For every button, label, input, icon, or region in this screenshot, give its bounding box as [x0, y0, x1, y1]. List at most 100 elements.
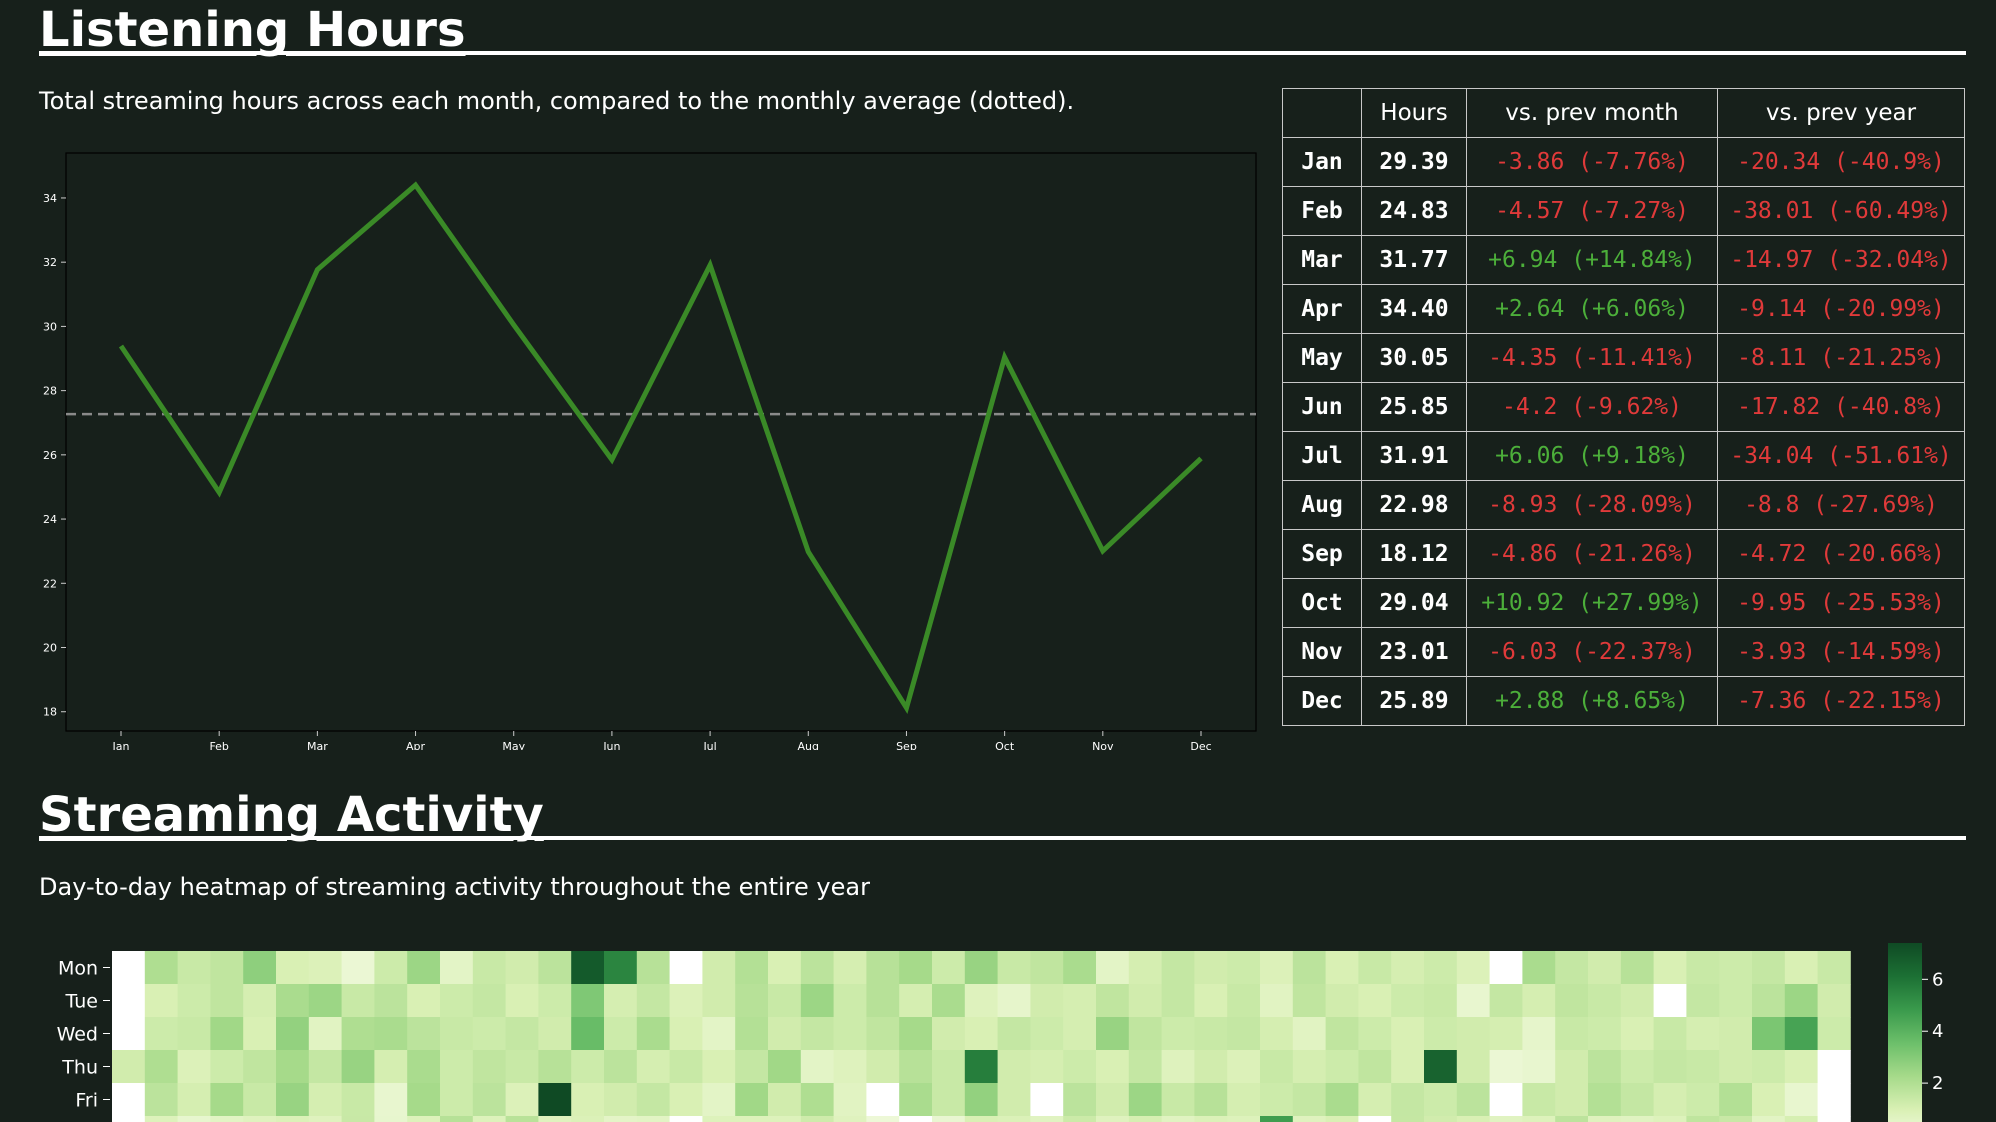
heatmap-cell [702, 951, 736, 985]
heatmap-cell [112, 1083, 146, 1117]
heatmap-cell [144, 1083, 178, 1117]
month-cell: Oct [1282, 578, 1362, 628]
heatmap-cell [177, 984, 211, 1018]
heatmap-cell [1817, 1083, 1851, 1117]
hours-cell: 22.98 [1361, 480, 1467, 530]
heatmap-cell [1686, 1083, 1720, 1117]
heatmap-cell [440, 1017, 474, 1051]
heatmap-cell [243, 1050, 277, 1084]
header-vs-prev-month: vs. prev month [1466, 88, 1718, 138]
heatmap-cell [1358, 1050, 1392, 1084]
heatmap-cell [1522, 1050, 1556, 1084]
heatmap-cell [899, 984, 933, 1018]
heatmap-cell [1358, 951, 1392, 985]
heatmap-cell [1817, 1116, 1851, 1122]
colorbar-tick-label: 4 [1932, 1021, 1943, 1042]
heatmap-cell [669, 984, 703, 1018]
heatmap-cell [144, 1017, 178, 1051]
heatmap-cell [210, 1050, 244, 1084]
heatmap-cell [1588, 1017, 1622, 1051]
heatmap-cell [243, 1017, 277, 1051]
month-cell: Apr [1282, 284, 1362, 334]
heatmap-cell [1784, 984, 1818, 1018]
heatmap-cell [1620, 1050, 1654, 1084]
heatmap-cell [735, 1050, 769, 1084]
heatmap-cell [1653, 951, 1687, 985]
heatmap-cell [472, 951, 506, 985]
heatmap-cell [144, 1050, 178, 1084]
hours-series-line [118, 181, 1203, 715]
heatmap-cell [997, 1017, 1031, 1051]
plot-frame [65, 152, 1257, 732]
heatmap-cell [997, 951, 1031, 985]
heatmap-cell [833, 1083, 867, 1117]
heatmap-cell [440, 951, 474, 985]
heatmap-cell [1653, 1083, 1687, 1117]
heatmap-cell [768, 1017, 802, 1051]
heatmap-cell [964, 1050, 998, 1084]
heatmap-cell [1161, 951, 1195, 985]
heatmap-cell [636, 951, 670, 985]
heatmap-cell [1719, 1017, 1753, 1051]
heatmap-cell [702, 984, 736, 1018]
heatmap-cell [1653, 1017, 1687, 1051]
heatmap-cell [899, 1050, 933, 1084]
x-tick-label: Nov [1092, 740, 1114, 750]
heatmap-cell [1456, 984, 1490, 1018]
heatmap-cell [407, 1017, 441, 1051]
heatmap-cell [341, 1083, 375, 1117]
heatmap-cell [243, 984, 277, 1018]
heatmap-cell [1260, 951, 1294, 985]
heatmap-cell [1194, 984, 1228, 1018]
heatmap-cell [440, 984, 474, 1018]
heatmap-cell [1784, 1083, 1818, 1117]
heatmap-cell [1424, 1050, 1458, 1084]
heatmap-cell [768, 1083, 802, 1117]
heatmap-cell [604, 1083, 638, 1117]
heatmap-cell [243, 951, 277, 985]
heatmap-cell [1325, 951, 1359, 985]
heatmap-cell [1391, 951, 1425, 985]
heatmap-cell [1358, 1083, 1392, 1117]
table-row: Apr 34.40 +2.64 (+6.06%) -9.14 (-20.99%) [1282, 284, 1965, 334]
heatmap-cell [1424, 951, 1458, 985]
heatmap-cell [472, 984, 506, 1018]
month-cell: Dec [1282, 676, 1362, 726]
heatmap-cell [1194, 951, 1228, 985]
heatmap-cell [308, 1050, 342, 1084]
heatmap-cell [1325, 984, 1359, 1018]
heatmap-cell [899, 1116, 933, 1122]
heatmap-cell [866, 1116, 900, 1122]
vs-prev-month-cell: +2.64 (+6.06%) [1466, 284, 1718, 334]
heatmap-cell [1260, 1083, 1294, 1117]
heatmap-cell [669, 1116, 703, 1122]
heatmap-cell [1128, 1050, 1162, 1084]
heatmap-cell [374, 984, 408, 1018]
heatmap-cell [210, 984, 244, 1018]
monthly-hours-table: Hours vs. prev month vs. prev year Jan 29… [1282, 88, 1965, 726]
heatmap-cell [1752, 1083, 1786, 1117]
streaming-activity-heatmap: Mon Tue Wed Thu Fri 2 4 6 [57, 943, 1943, 1122]
x-tick-label: Aug [798, 740, 819, 750]
vs-prev-year-cell: -4.72 (-20.66%) [1717, 529, 1965, 579]
heatmap-cell [1620, 951, 1654, 985]
heatmap-cell [276, 1017, 310, 1051]
heatmap-cell [1719, 1083, 1753, 1117]
vs-prev-month-cell: -4.2 (-9.62%) [1466, 382, 1718, 432]
heatmap-cell [866, 1050, 900, 1084]
heatmap-cell [1260, 984, 1294, 1018]
heatmap-cell [341, 1116, 375, 1122]
heatmap-cell [505, 951, 539, 985]
heatmap-cell [440, 1050, 474, 1084]
heatmap-cell [964, 1017, 998, 1051]
heatmap-cell [505, 1050, 539, 1084]
heatmap-cell [374, 1116, 408, 1122]
heatmap-row-label: Wed [57, 1024, 98, 1046]
heatmap-cell [964, 951, 998, 985]
vs-prev-month-cell: -4.35 (-11.41%) [1466, 333, 1718, 383]
heatmap-cell [1784, 1116, 1818, 1122]
heatmap-cell [768, 951, 802, 985]
heatmap-cell [1030, 1017, 1064, 1051]
vs-prev-month-cell: +6.94 (+14.84%) [1466, 235, 1718, 285]
heatmap-cell [669, 1050, 703, 1084]
